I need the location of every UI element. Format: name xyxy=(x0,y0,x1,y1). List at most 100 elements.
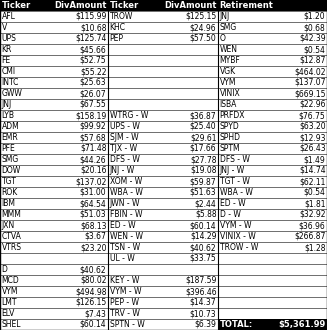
Text: $10.73: $10.73 xyxy=(190,309,216,318)
Text: UPS: UPS xyxy=(2,34,16,43)
Text: ED - W: ED - W xyxy=(110,221,135,230)
Text: DivAmount: DivAmount xyxy=(54,1,107,10)
Text: $1.28: $1.28 xyxy=(304,243,325,252)
Text: $464.02: $464.02 xyxy=(294,67,325,76)
Text: $17.66: $17.66 xyxy=(190,144,216,153)
Text: GWW: GWW xyxy=(2,89,22,98)
Bar xyxy=(218,319,327,330)
Text: JNJ - W: JNJ - W xyxy=(219,166,245,175)
Text: $396.46: $396.46 xyxy=(185,287,216,296)
Text: TSN - W: TSN - W xyxy=(110,243,140,252)
Text: $64.54: $64.54 xyxy=(80,199,107,208)
Text: WEN: WEN xyxy=(219,45,237,54)
Text: $22.96: $22.96 xyxy=(299,100,325,109)
Text: VINIX - W: VINIX - W xyxy=(219,232,255,241)
Text: $67.55: $67.55 xyxy=(80,100,107,109)
Text: Ticker: Ticker xyxy=(110,1,139,10)
Text: $62.11: $62.11 xyxy=(299,177,325,186)
Text: $12.93: $12.93 xyxy=(299,133,325,142)
Text: WEN - W: WEN - W xyxy=(110,232,143,241)
Text: $20.16: $20.16 xyxy=(80,166,107,175)
Text: VTRS: VTRS xyxy=(2,243,22,252)
Text: O: O xyxy=(219,34,225,43)
Text: SPHD: SPHD xyxy=(219,133,240,142)
Text: $23.20: $23.20 xyxy=(80,243,107,252)
Text: DFS - W: DFS - W xyxy=(110,155,139,164)
Text: $52.75: $52.75 xyxy=(80,56,107,65)
Text: $5,361.99: $5,361.99 xyxy=(278,320,325,329)
Bar xyxy=(108,0,218,11)
Text: UL - W: UL - W xyxy=(110,254,134,263)
Text: CTVA: CTVA xyxy=(2,232,21,241)
Text: $2.44: $2.44 xyxy=(195,199,216,208)
Text: TGT: TGT xyxy=(2,177,16,186)
Text: $12.87: $12.87 xyxy=(299,56,325,65)
Text: V: V xyxy=(2,23,7,32)
Text: TROW - W: TROW - W xyxy=(219,243,258,252)
Text: VYM - W: VYM - W xyxy=(110,287,141,296)
Text: $76.75: $76.75 xyxy=(299,111,325,120)
Text: $71.48: $71.48 xyxy=(80,144,107,153)
Text: VYM: VYM xyxy=(219,78,236,87)
Text: $33.75: $33.75 xyxy=(190,254,216,263)
Text: $26.07: $26.07 xyxy=(80,89,107,98)
Text: WTRG - W: WTRG - W xyxy=(110,111,148,120)
Text: $44.26: $44.26 xyxy=(80,155,107,164)
Text: Retirement: Retirement xyxy=(219,1,273,10)
Text: $6.39: $6.39 xyxy=(195,320,216,329)
Text: $40.62: $40.62 xyxy=(190,243,216,252)
Text: $266.87: $266.87 xyxy=(294,232,325,241)
Text: $494.98: $494.98 xyxy=(75,287,107,296)
Text: $5.88: $5.88 xyxy=(195,210,216,219)
Text: DFS - W: DFS - W xyxy=(219,155,250,164)
Text: MYBF: MYBF xyxy=(219,56,240,65)
Text: $24.96: $24.96 xyxy=(190,23,216,32)
Text: $14.37: $14.37 xyxy=(190,298,216,307)
Text: $0.54: $0.54 xyxy=(304,188,325,197)
Text: SPTN - W: SPTN - W xyxy=(110,320,144,329)
Text: $29.61: $29.61 xyxy=(190,133,216,142)
Text: TRV - W: TRV - W xyxy=(110,309,139,318)
Text: $45.66: $45.66 xyxy=(80,45,107,54)
Text: $125.15: $125.15 xyxy=(185,12,216,21)
Text: XOM - W: XOM - W xyxy=(110,177,142,186)
Text: $51.63: $51.63 xyxy=(190,188,216,197)
Text: $1.81: $1.81 xyxy=(304,199,325,208)
Text: $0.54: $0.54 xyxy=(304,45,325,54)
Text: ISBA: ISBA xyxy=(219,100,237,109)
Text: KEY - W: KEY - W xyxy=(110,276,139,285)
Text: INTC: INTC xyxy=(2,78,19,87)
Text: $137.02: $137.02 xyxy=(75,177,107,186)
Text: FE: FE xyxy=(2,56,10,65)
Text: $1.49: $1.49 xyxy=(304,155,325,164)
Text: $57.68: $57.68 xyxy=(80,133,107,142)
Text: DivAmount: DivAmount xyxy=(164,1,216,10)
Text: JNJ - W: JNJ - W xyxy=(110,166,135,175)
Text: Ticker: Ticker xyxy=(2,1,31,10)
Text: ADM: ADM xyxy=(2,122,19,131)
Bar xyxy=(218,0,327,11)
Text: KR: KR xyxy=(2,45,12,54)
Text: $137.07: $137.07 xyxy=(294,78,325,87)
Text: $1.20: $1.20 xyxy=(304,12,325,21)
Text: $99.92: $99.92 xyxy=(80,122,107,131)
Bar xyxy=(0,0,108,11)
Text: $25.63: $25.63 xyxy=(80,78,107,87)
Text: $10.68: $10.68 xyxy=(80,23,107,32)
Text: $42.39: $42.39 xyxy=(299,34,325,43)
Text: $126.15: $126.15 xyxy=(75,298,107,307)
Text: UPS - W: UPS - W xyxy=(110,122,139,131)
Text: D: D xyxy=(2,265,8,274)
Text: $68.13: $68.13 xyxy=(80,221,107,230)
Text: SJM - W: SJM - W xyxy=(110,133,138,142)
Text: $31.00: $31.00 xyxy=(80,188,107,197)
Text: VYM - W: VYM - W xyxy=(219,221,251,230)
Text: LYB: LYB xyxy=(2,111,14,120)
Text: $7.43: $7.43 xyxy=(85,309,107,318)
Text: $59.87: $59.87 xyxy=(190,177,216,186)
Text: TOTAL:: TOTAL: xyxy=(219,320,253,329)
Text: EMR: EMR xyxy=(2,133,18,142)
Text: VYM: VYM xyxy=(2,287,18,296)
Text: TGT - W: TGT - W xyxy=(219,177,250,186)
Text: $63.20: $63.20 xyxy=(299,122,325,131)
